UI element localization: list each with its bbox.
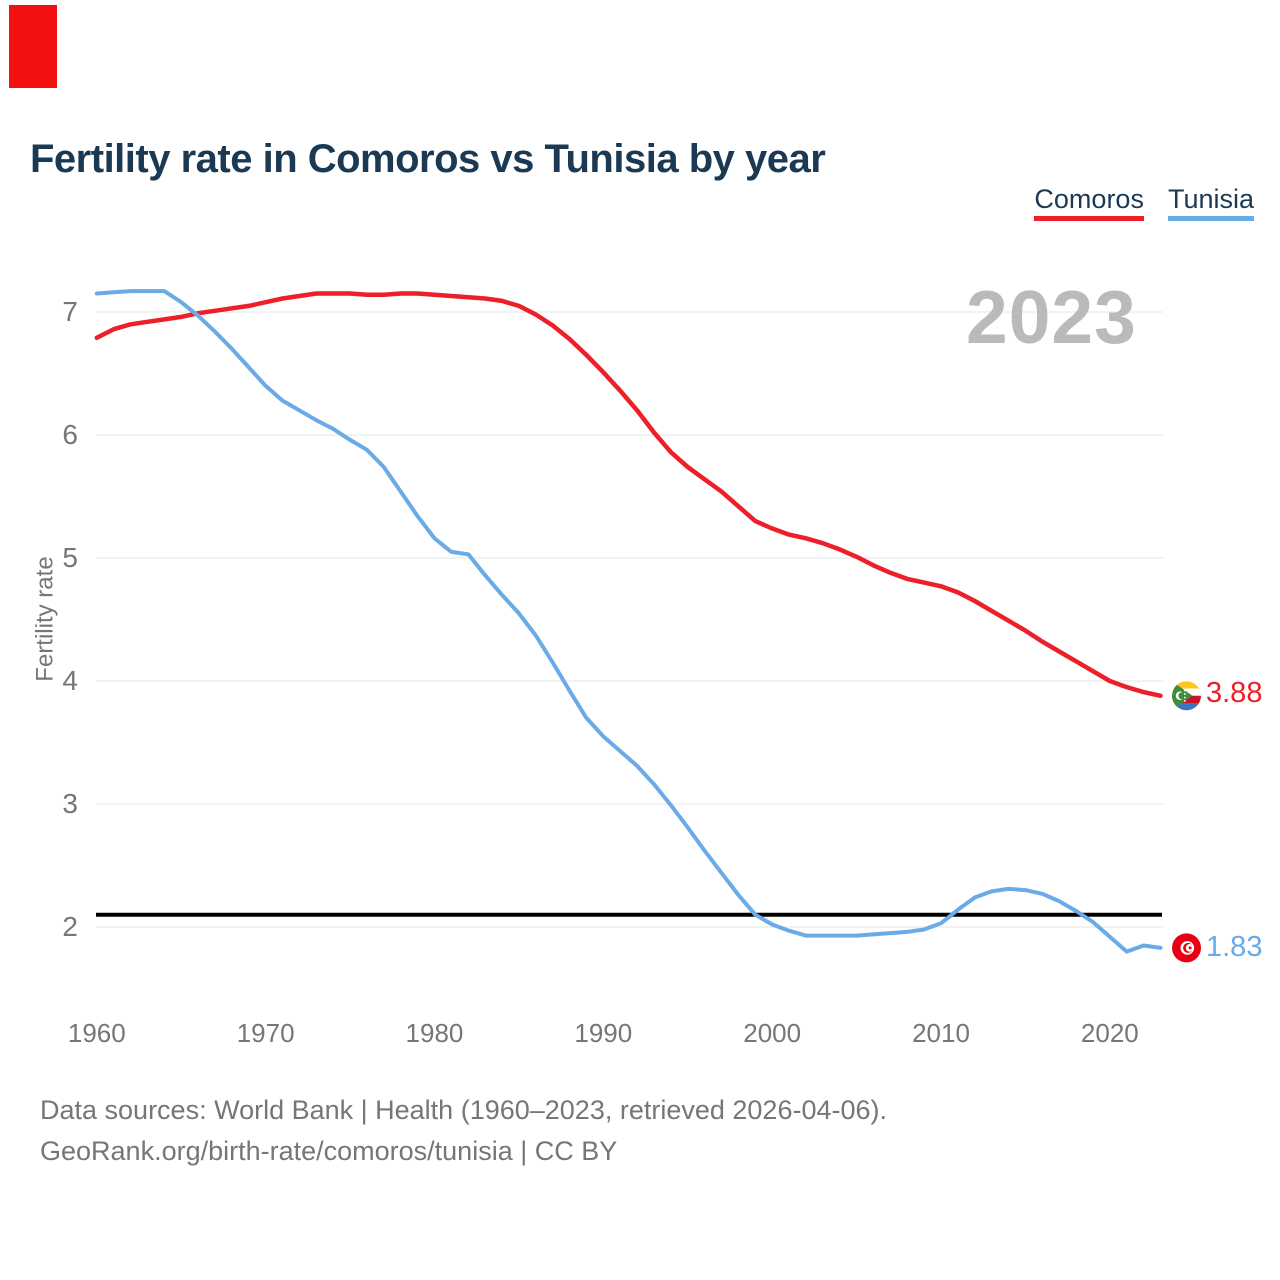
- legend-underline-tunisia: [1167, 216, 1254, 221]
- x-tick-1980: 1980: [405, 1018, 464, 1048]
- legend-label-tunisia[interactable]: Tunisia: [1167, 184, 1254, 214]
- legend-label-comoros[interactable]: Comoros: [1034, 184, 1144, 214]
- corner-marker: [9, 5, 57, 88]
- y-tick-3: 3: [62, 788, 78, 819]
- y-tick-4: 4: [62, 665, 78, 696]
- comoros-flag-icon: [1172, 681, 1201, 711]
- legend: Comoros Tunisia: [1034, 185, 1254, 221]
- y-tick-6: 6: [62, 419, 78, 450]
- end-value-comoros: 3.88: [1206, 677, 1263, 709]
- end-value-tunisia: 1.83: [1206, 931, 1263, 963]
- tunisia-flag-icon: [1172, 933, 1201, 963]
- page-title: Fertility rate in Comoros vs Tunisia by …: [30, 136, 826, 181]
- x-tick-1970: 1970: [236, 1018, 295, 1048]
- x-tick-2020: 2020: [1080, 1018, 1139, 1048]
- year-watermark: 2023: [966, 275, 1137, 359]
- series-line-tunisia: [94, 289, 1163, 954]
- y-tick-2: 2: [62, 911, 78, 942]
- x-tick-1990: 1990: [574, 1018, 633, 1048]
- x-tick-2000: 2000: [743, 1018, 802, 1048]
- legend-item-comoros[interactable]: Comoros: [1034, 185, 1144, 221]
- x-tick-1960: 1960: [67, 1018, 126, 1048]
- footer: Data sources: World Bank | Health (1960–…: [40, 1090, 887, 1172]
- legend-item-tunisia[interactable]: Tunisia: [1167, 184, 1254, 221]
- series-line-comoros: [94, 291, 1163, 699]
- x-tick-2010: 2010: [912, 1018, 970, 1048]
- y-tick-5: 5: [62, 542, 78, 573]
- footer-sources: Data sources: World Bank | Health (1960–…: [40, 1095, 887, 1125]
- footer-attribution: GeoRank.org/birth-rate/comoros/tunisia |…: [40, 1136, 618, 1166]
- legend-underline-comoros: [1034, 216, 1144, 221]
- y-tick-7: 7: [62, 296, 78, 327]
